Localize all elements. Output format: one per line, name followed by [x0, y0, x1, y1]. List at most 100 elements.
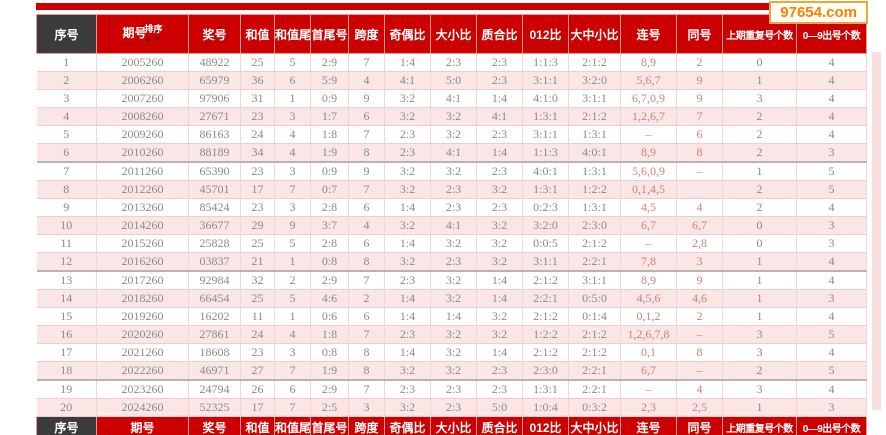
cell-period: 2013260: [96, 198, 189, 217]
cell-first-last: 1:8: [310, 325, 349, 344]
cell-sum: 23: [240, 198, 275, 217]
cell-sum-tail: 5: [274, 234, 311, 253]
cell-period: 2016260: [96, 252, 189, 272]
cell-odd-even-ratio: 3:2: [384, 161, 431, 181]
sort-control[interactable]: 排序 ▲▼: [144, 25, 162, 43]
cell-big-small-ratio: 3:2: [430, 125, 477, 144]
cell-span: 7: [348, 180, 385, 199]
cell-index: 11: [36, 234, 97, 253]
cell-sum: 34: [240, 143, 275, 163]
cell-prize-number: 27861: [188, 325, 241, 344]
table-row: 15 2019260 16202 11 1 0:6 6 1:4 1:4 3:2 2:1:2 0:1:4…: [36, 307, 867, 326]
cell-sum: 29: [240, 216, 275, 235]
cell-span: 8: [348, 343, 385, 362]
footer-column-header-same-numbers: 同号: [676, 416, 723, 435]
cell-same-numbers: 6,7: [676, 216, 723, 235]
cell-consecutive-numbers: 1,2,6,7,8: [620, 325, 677, 344]
cell-012-ratio: 3:1:1: [522, 125, 569, 144]
cell-prime-composite-ratio: 1:4: [476, 89, 523, 108]
cell-first-last: 0:7: [310, 180, 349, 199]
cell-first-last: 1:9: [310, 361, 349, 381]
table-header: 序号 期号 排序 ▲▼ 奖号 和值 和值尾 首尾号 跨度 奇偶比 大小比 质合比 012比 大中小比 连号同…: [36, 14, 867, 54]
cell-012-ratio: 2:1:2: [522, 270, 569, 290]
cell-prev-repeat-count: 3: [722, 343, 797, 362]
column-header-prize-number: 奖号: [188, 14, 241, 54]
cell-prev-repeat-count: 3: [722, 325, 797, 344]
cell-sum-tail: 4: [274, 143, 311, 163]
cell-span: 7: [348, 125, 385, 144]
footer-column-header-span: 跨度: [348, 416, 385, 435]
cell-index: 20: [36, 398, 97, 417]
column-header-sum: 和值: [240, 14, 275, 54]
cell-big-small-ratio: 3:2: [430, 289, 477, 308]
cell-big-mid-small-ratio: 3:2:0: [568, 71, 621, 90]
cell-index: 1: [36, 53, 97, 72]
cell-prime-composite-ratio: 4:1: [476, 107, 523, 126]
cell-distinct-count: 4: [796, 125, 867, 144]
cell-index: 14: [36, 289, 97, 308]
cell-period: 2005260: [96, 53, 189, 72]
site-logo[interactable]: 97654.com: [769, 1, 868, 24]
cell-same-numbers: 9: [676, 270, 723, 290]
cell-index: 10: [36, 216, 97, 235]
cell-period: 2008260: [96, 107, 189, 126]
cell-distinct-count: 4: [796, 71, 867, 90]
cell-sum-tail: 7: [274, 180, 311, 199]
cell-first-last: 0:9: [310, 89, 349, 108]
cell-sum: 26: [240, 379, 275, 399]
column-header-big-small-ratio: 大小比: [430, 14, 477, 54]
cell-first-last: 0:8: [310, 343, 349, 362]
column-header-period[interactable]: 期号 排序 ▲▼: [96, 14, 189, 54]
cell-same-numbers: –: [676, 361, 723, 381]
cell-distinct-count: 4: [796, 53, 867, 72]
cell-sum: 24: [240, 325, 275, 344]
cell-prev-repeat-count: 1: [722, 398, 797, 417]
cell-odd-even-ratio: 3:2: [384, 107, 431, 126]
cell-odd-even-ratio: 2:3: [384, 379, 431, 399]
cell-sum-tail: 5: [274, 53, 311, 72]
cell-big-mid-small-ratio: 1:3:1: [568, 161, 621, 181]
cell-big-small-ratio: 3:2: [430, 361, 477, 381]
scrollbar-track[interactable]: [872, 52, 881, 410]
sort-asc-desc-icon[interactable]: ▲▼: [144, 34, 163, 43]
cell-big-mid-small-ratio: 3:1:1: [568, 270, 621, 290]
cell-big-mid-small-ratio: 2:2:1: [568, 252, 621, 272]
cell-prize-number: 97906: [188, 89, 241, 108]
cell-same-numbers: 6: [676, 125, 723, 144]
cell-prime-composite-ratio: 1:4: [476, 343, 523, 362]
cell-period: 2009260: [96, 125, 189, 144]
cell-012-ratio: 1:2:2: [522, 325, 569, 344]
cell-prev-repeat-count: 2: [722, 125, 797, 144]
cell-period: 2014260: [96, 216, 189, 235]
cell-big-small-ratio: 5:0: [430, 71, 477, 90]
cell-prime-composite-ratio: 2:3: [476, 71, 523, 90]
cell-span: 4: [348, 71, 385, 90]
cell-distinct-count: 3: [796, 143, 867, 163]
cell-prize-number: 66454: [188, 289, 241, 308]
cell-same-numbers: 4,6: [676, 289, 723, 308]
cell-sum: 32: [240, 270, 275, 290]
cell-prize-number: 48922: [188, 53, 241, 72]
table-row: 11 2015260 25828 25 5 2:8 6 1:4 3:2 3:2 0:0:5 2:1:2…: [36, 234, 867, 253]
table-row: 19 2023260 24794 26 6 2:9 7 2:3 2:3 2:3 1:3:1 2:2:1…: [36, 379, 867, 399]
cell-index: 13: [36, 270, 97, 290]
cell-first-last: 1:8: [310, 125, 349, 144]
cell-distinct-count: 3: [796, 289, 867, 308]
cell-period: 2024260: [96, 398, 189, 417]
column-header-same-numbers: 同号: [676, 14, 723, 54]
cell-sum-tail: 1: [274, 252, 311, 272]
cell-prev-repeat-count: 1: [722, 270, 797, 290]
cell-index: 12: [36, 252, 97, 272]
cell-012-ratio: 2:2:1: [522, 289, 569, 308]
cell-prize-number: 36677: [188, 216, 241, 235]
cell-odd-even-ratio: 3:2: [384, 180, 431, 199]
cell-span: 9: [348, 89, 385, 108]
cell-same-numbers: 4: [676, 198, 723, 217]
cell-distinct-count: 5: [796, 325, 867, 344]
cell-sum: 25: [240, 234, 275, 253]
cell-big-small-ratio: 3:2: [430, 325, 477, 344]
cell-span: 8: [348, 361, 385, 381]
cell-span: 6: [348, 234, 385, 253]
cell-big-small-ratio: 4:1: [430, 89, 477, 108]
cell-prime-composite-ratio: 3:2: [476, 180, 523, 199]
